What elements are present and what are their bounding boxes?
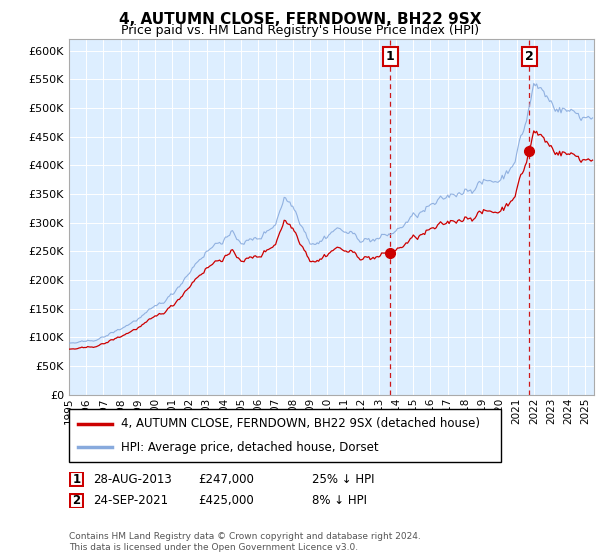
Text: 1: 1 xyxy=(386,50,395,63)
Text: 24-SEP-2021: 24-SEP-2021 xyxy=(93,494,168,507)
Text: £425,000: £425,000 xyxy=(198,494,254,507)
Text: 1: 1 xyxy=(73,473,80,486)
Text: HPI: Average price, detached house, Dorset: HPI: Average price, detached house, Dors… xyxy=(121,441,379,454)
Text: 2: 2 xyxy=(525,50,533,63)
Text: £247,000: £247,000 xyxy=(198,473,254,486)
Text: 4, AUTUMN CLOSE, FERNDOWN, BH22 9SX: 4, AUTUMN CLOSE, FERNDOWN, BH22 9SX xyxy=(119,12,481,27)
Text: 28-AUG-2013: 28-AUG-2013 xyxy=(93,473,172,486)
Text: 2: 2 xyxy=(73,494,80,507)
Text: Price paid vs. HM Land Registry's House Price Index (HPI): Price paid vs. HM Land Registry's House … xyxy=(121,24,479,36)
Text: Contains HM Land Registry data © Crown copyright and database right 2024.: Contains HM Land Registry data © Crown c… xyxy=(69,532,421,541)
FancyBboxPatch shape xyxy=(70,472,83,487)
Text: 4, AUTUMN CLOSE, FERNDOWN, BH22 9SX (detached house): 4, AUTUMN CLOSE, FERNDOWN, BH22 9SX (det… xyxy=(121,417,480,430)
Text: 8% ↓ HPI: 8% ↓ HPI xyxy=(312,494,367,507)
FancyBboxPatch shape xyxy=(69,409,501,462)
Text: 25% ↓ HPI: 25% ↓ HPI xyxy=(312,473,374,486)
Text: This data is licensed under the Open Government Licence v3.0.: This data is licensed under the Open Gov… xyxy=(69,543,358,552)
FancyBboxPatch shape xyxy=(70,493,83,508)
